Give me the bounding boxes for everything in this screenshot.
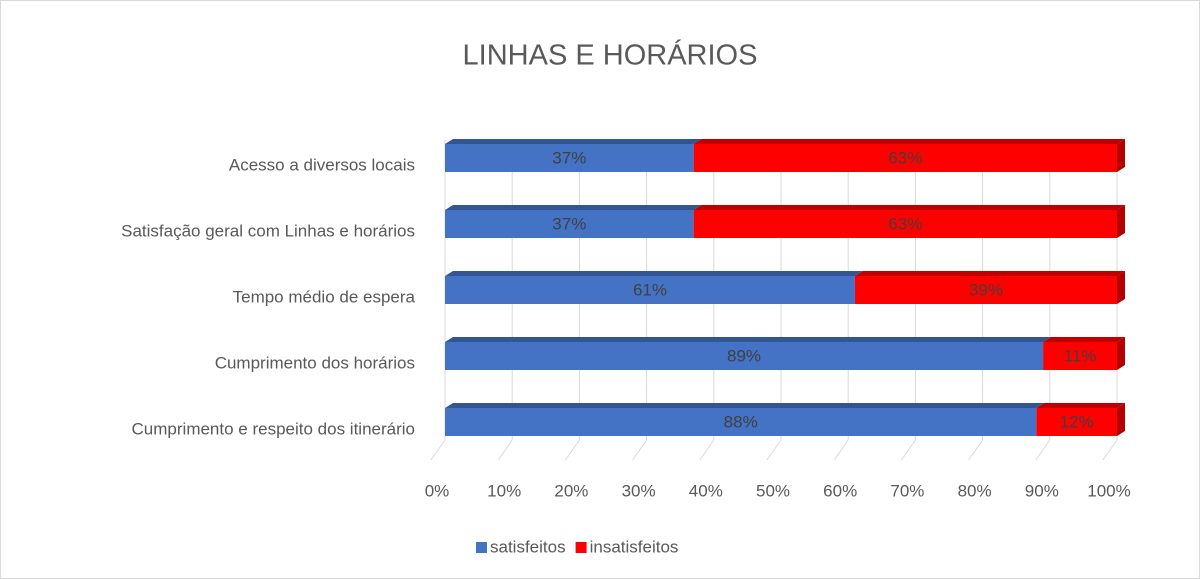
grid-floor xyxy=(430,439,446,461)
grid-floor xyxy=(564,439,580,461)
bar-top xyxy=(445,337,1052,342)
legend-label: satisfeitos xyxy=(490,537,566,556)
y-tick-label: Cumprimento e respeito dos itinerário xyxy=(132,419,415,438)
grid-floor xyxy=(900,439,916,461)
bar xyxy=(445,210,694,238)
data-label: 61% xyxy=(633,280,667,299)
bar xyxy=(693,210,1117,238)
y-tick-label: Satisfação geral com Linhas e horários xyxy=(121,221,415,240)
data-label: 63% xyxy=(888,214,922,233)
bar-top xyxy=(445,271,863,276)
data-label: 39% xyxy=(969,280,1003,299)
bar-side xyxy=(1117,271,1125,304)
x-tick-label: 70% xyxy=(890,481,924,500)
bar-top xyxy=(693,139,1125,144)
grid-floor xyxy=(699,439,715,461)
bar-top xyxy=(445,403,1045,408)
y-tick-label: Acesso a diversos locais xyxy=(229,155,415,174)
x-tick-label: 80% xyxy=(958,481,992,500)
chart-title: LINHAS E HORÁRIOS xyxy=(463,39,758,72)
bar-top xyxy=(1043,337,1125,342)
bar xyxy=(445,408,1037,436)
x-tick-label: 20% xyxy=(554,481,588,500)
grid-floor xyxy=(1102,439,1118,461)
bar xyxy=(445,276,855,304)
legend-label: insatisfeitos xyxy=(590,537,679,556)
x-tick-label: 0% xyxy=(425,481,450,500)
bar-side xyxy=(1117,205,1125,238)
grid-floor xyxy=(1035,439,1051,461)
grid-floor xyxy=(833,439,849,461)
bar xyxy=(693,144,1117,172)
x-tick-label: 50% xyxy=(756,481,790,500)
data-label: 11% xyxy=(1064,346,1097,365)
data-label: 88% xyxy=(724,412,758,431)
data-label: 89% xyxy=(727,346,761,365)
legend-swatch xyxy=(575,542,587,553)
x-tick-label: 60% xyxy=(823,481,857,500)
legend-swatch xyxy=(476,542,487,553)
bar xyxy=(445,144,694,172)
x-tick-label: 90% xyxy=(1025,481,1059,500)
x-tick-label: 10% xyxy=(487,481,521,500)
data-label: 37% xyxy=(552,148,586,167)
bar-side xyxy=(1117,403,1125,436)
grid-floor xyxy=(497,439,513,461)
bar xyxy=(1043,342,1117,370)
bar-top xyxy=(445,205,702,210)
bar xyxy=(1036,408,1117,436)
bar-top xyxy=(693,205,1125,210)
y-tick-label: Tempo médio de espera xyxy=(233,287,416,306)
grid-floor xyxy=(968,439,984,461)
x-tick-label: 30% xyxy=(622,481,656,500)
bar xyxy=(445,342,1044,370)
data-label: 12% xyxy=(1060,412,1094,431)
grid-floor xyxy=(632,439,648,461)
bar xyxy=(854,276,1117,304)
grid-floor xyxy=(766,439,782,461)
x-tick-label: 40% xyxy=(689,481,723,500)
bar-top xyxy=(854,271,1125,276)
bar-side xyxy=(1117,139,1125,172)
y-tick-label: Cumprimento dos horários xyxy=(215,353,415,372)
data-label: 63% xyxy=(888,148,922,167)
bar-top xyxy=(1036,403,1125,408)
data-label: 37% xyxy=(552,214,586,233)
x-tick-label: 100% xyxy=(1087,481,1130,500)
bar-side xyxy=(1117,337,1125,370)
bar-top xyxy=(445,139,702,144)
